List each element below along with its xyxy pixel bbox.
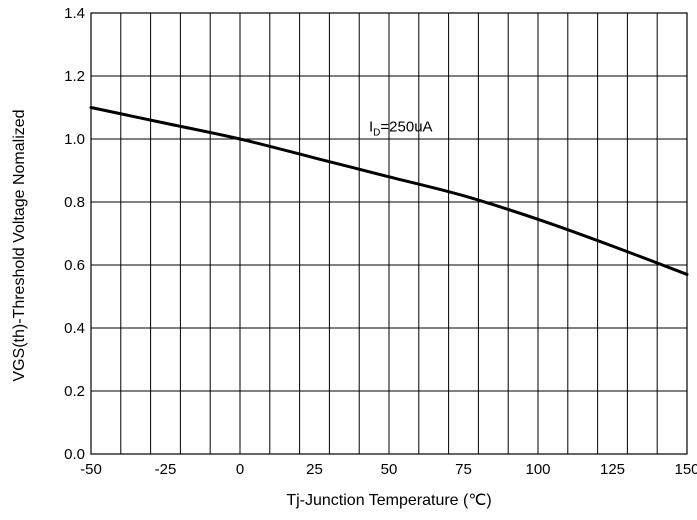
x-tick-label: 75 bbox=[455, 461, 472, 478]
y-tick-label: 0.2 bbox=[64, 383, 85, 400]
y-tick-label: 0.0 bbox=[64, 446, 85, 463]
tick-labels: -50 -25 0 25 50 75 100 125 150 0.0 0.2 0.4 0.6 0.8 1.0… bbox=[64, 5, 697, 478]
x-tick-label: 125 bbox=[600, 461, 625, 478]
x-tick-label: 50 bbox=[381, 461, 398, 478]
plot-frame bbox=[90, 12, 688, 455]
x-tick-label: -25 bbox=[155, 461, 177, 478]
y-tick-label: 1.2 bbox=[64, 68, 85, 85]
y-tick-label: 0.6 bbox=[64, 257, 85, 274]
x-tick-label: 150 bbox=[674, 461, 697, 478]
x-axis-label: Tj-Junction Temperature (℃) bbox=[286, 492, 491, 509]
y-tick-label: 0.4 bbox=[64, 320, 85, 337]
annotation-subscript: D bbox=[373, 127, 380, 138]
id-annotation: ID=250uA bbox=[369, 118, 433, 138]
x-tick-label: 0 bbox=[236, 461, 244, 478]
annotation-rest: =250uA bbox=[380, 118, 432, 135]
y-axis-label: VGS(th)-Threshold Voltage Nomalized bbox=[11, 109, 28, 381]
annotation-main: I bbox=[369, 118, 373, 135]
y-tick-label: 1.0 bbox=[64, 131, 85, 148]
grid bbox=[91, 13, 687, 454]
x-tick-label: 25 bbox=[306, 461, 323, 478]
y-tick-label: 0.8 bbox=[64, 194, 85, 211]
y-tick-label: 1.4 bbox=[64, 5, 85, 22]
x-tick-label: 100 bbox=[525, 461, 550, 478]
threshold-voltage-curve bbox=[89, 106, 689, 276]
x-tick-label: -50 bbox=[80, 461, 102, 478]
